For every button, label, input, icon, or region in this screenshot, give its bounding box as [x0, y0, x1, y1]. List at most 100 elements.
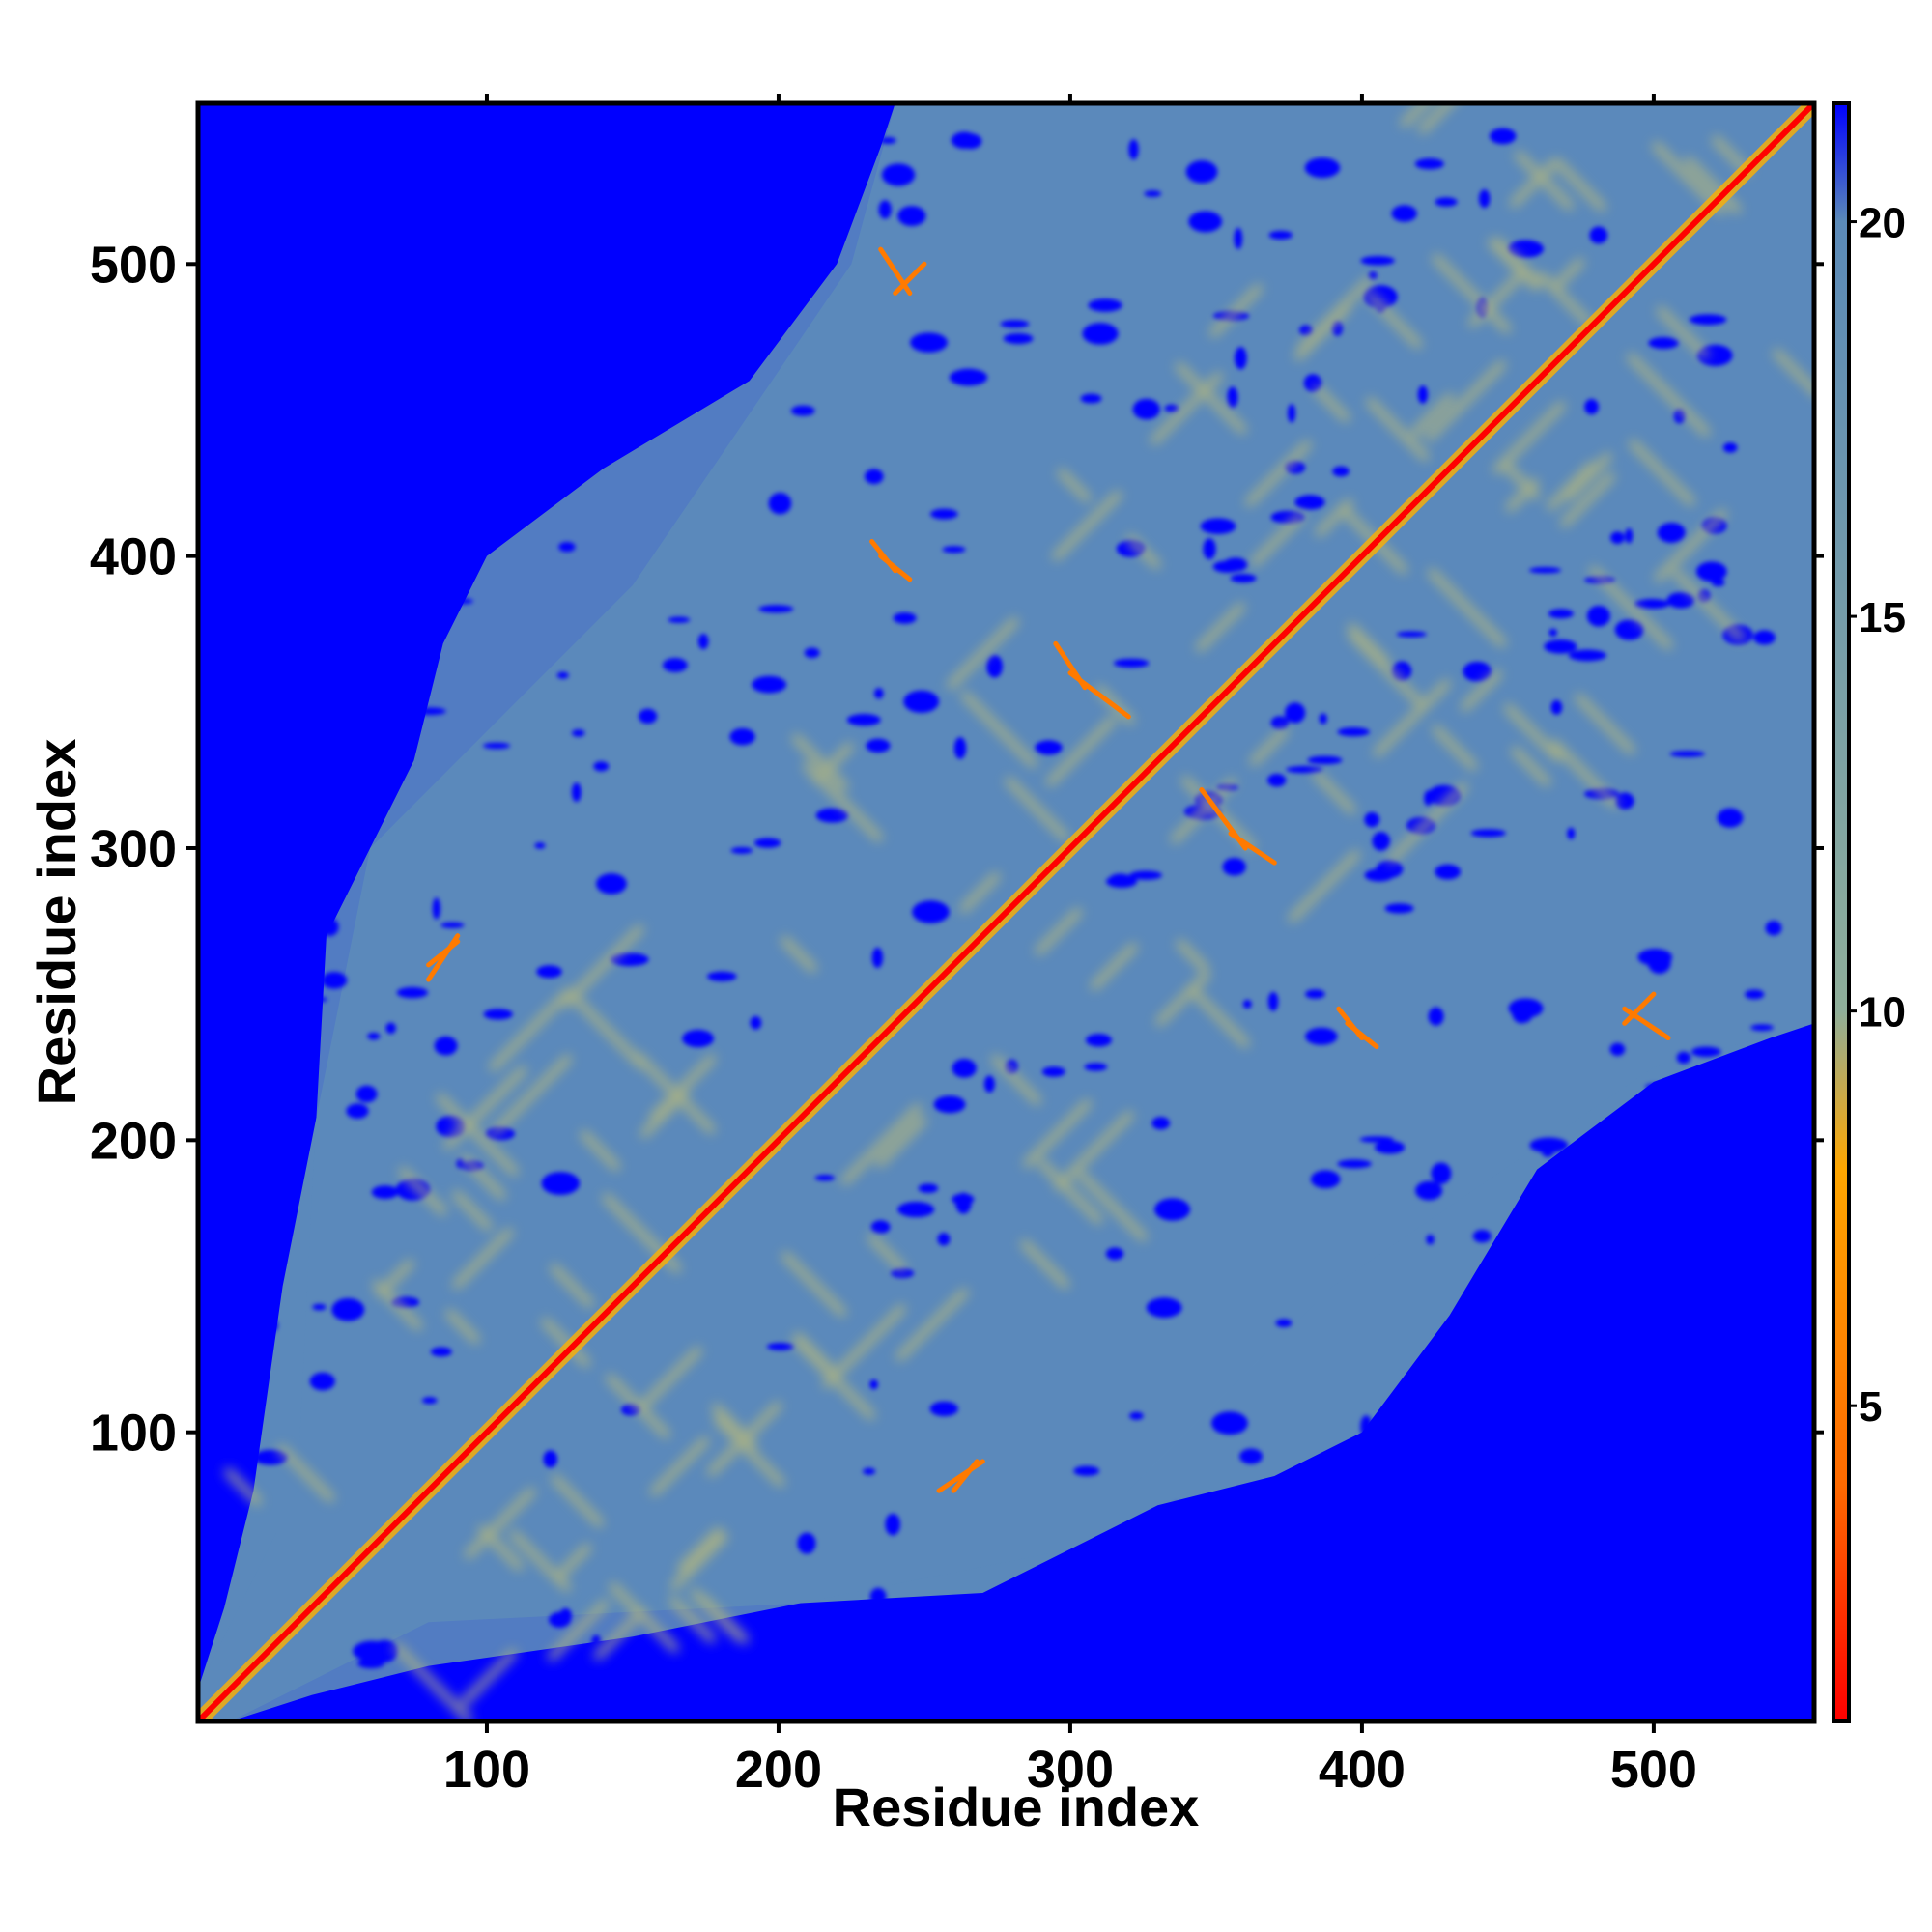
near-contact-bands: [224, 103, 1814, 1721]
near-band: [376, 1259, 414, 1298]
far-spot: [682, 1030, 714, 1048]
far-spot: [432, 897, 440, 920]
far-spot: [285, 767, 315, 778]
far-spot: [1645, 1083, 1665, 1091]
far-spot: [1648, 337, 1679, 350]
far-spot: [1105, 1247, 1124, 1261]
far-spot: [1288, 404, 1296, 423]
far-spot: [239, 368, 273, 376]
far-spot: [1128, 139, 1139, 160]
far-spot: [331, 1298, 365, 1321]
far-spot: [1406, 1617, 1423, 1634]
far-spot: [983, 1075, 995, 1093]
near-band: [1170, 778, 1236, 844]
near-band: [668, 1596, 716, 1643]
far-spot: [1275, 1319, 1293, 1327]
far-spot: [910, 332, 948, 353]
plot-frame: [195, 100, 1817, 1724]
y-tick-label: 100: [90, 1405, 177, 1463]
far-spot: [558, 380, 596, 402]
far-spot: [1550, 699, 1563, 715]
far-spot: [257, 379, 294, 399]
far-spot: [385, 1022, 396, 1035]
far-spot: [897, 1202, 935, 1218]
far-spot: [436, 236, 465, 255]
far-spot: [1567, 827, 1576, 839]
far-spot: [1116, 1650, 1137, 1672]
far-spot: [1396, 631, 1427, 638]
far-spot: [1435, 864, 1462, 880]
heatmap-area: [198, 103, 1814, 1721]
near-band: [1425, 360, 1507, 441]
far-spot: [434, 1036, 458, 1056]
far-spot: [1003, 332, 1034, 344]
far-spot: [1082, 323, 1119, 345]
far-spot: [1305, 1027, 1338, 1045]
far-spot: [1690, 1046, 1721, 1058]
far-spot: [865, 469, 884, 485]
far-spot: [893, 612, 917, 624]
contact-segment: [869, 539, 898, 574]
near-band: [649, 1054, 717, 1122]
far-spot: [1764, 1342, 1780, 1364]
far-spot: [610, 952, 649, 967]
far-spot: [1294, 495, 1325, 510]
near-band: [1503, 463, 1541, 499]
far-spot: [918, 1183, 939, 1193]
near-band: [1313, 771, 1356, 814]
far-spot: [1435, 197, 1458, 207]
far-spot: [421, 1397, 438, 1405]
far-spot: [464, 341, 479, 354]
near-band: [1386, 782, 1468, 865]
near-band: [276, 1444, 335, 1503]
far-spot: [1719, 1596, 1731, 1617]
x-axis-label: Residue index: [833, 1776, 1200, 1837]
far-spot: [244, 236, 263, 245]
near-band: [650, 1436, 710, 1496]
far-spot: [1468, 1358, 1495, 1372]
near-band: [1045, 716, 1117, 787]
far-spot: [1326, 1513, 1363, 1526]
far-spot: [1779, 1544, 1801, 1555]
near-band: [593, 1606, 647, 1661]
far-spot: [1753, 630, 1776, 645]
contact-segment: [426, 939, 461, 968]
far-spot: [483, 1009, 513, 1020]
far-spot: [1105, 875, 1138, 888]
far-spot: [523, 157, 559, 174]
near-band: [1315, 498, 1353, 537]
far-spot: [1212, 560, 1242, 573]
far-spot: [871, 947, 883, 969]
far-spot: [1230, 574, 1257, 583]
near-band: [1250, 512, 1305, 567]
far-spot: [263, 1324, 272, 1339]
far-spot: [866, 738, 891, 753]
far-spot: [1431, 1162, 1452, 1184]
near-band: [1126, 534, 1161, 569]
near-band: [781, 1251, 847, 1318]
far-spot: [1647, 952, 1671, 974]
near-band: [1288, 850, 1361, 923]
far-spot: [1151, 1117, 1170, 1130]
near-band: [1209, 284, 1264, 338]
far-spot: [416, 384, 430, 407]
far-spot: [1414, 158, 1444, 170]
far-spot: [1268, 230, 1293, 240]
near-band: [1373, 679, 1451, 757]
far-spot: [342, 717, 378, 726]
far-spot: [1267, 991, 1279, 1011]
far-spot: [622, 332, 656, 345]
near-band: [1560, 471, 1616, 527]
near-band: [1492, 237, 1543, 287]
far-spot: [869, 1379, 878, 1390]
far-spot: [1695, 561, 1727, 582]
far-spot: [1544, 639, 1577, 654]
far-spot: [730, 847, 753, 854]
far-spot: [371, 1185, 399, 1199]
far-spot: [1528, 567, 1562, 574]
far-spot: [1625, 527, 1634, 544]
near-band: [1509, 158, 1559, 208]
far-spot: [330, 269, 364, 285]
far-spot: [591, 1634, 602, 1648]
near-band: [1515, 151, 1575, 211]
